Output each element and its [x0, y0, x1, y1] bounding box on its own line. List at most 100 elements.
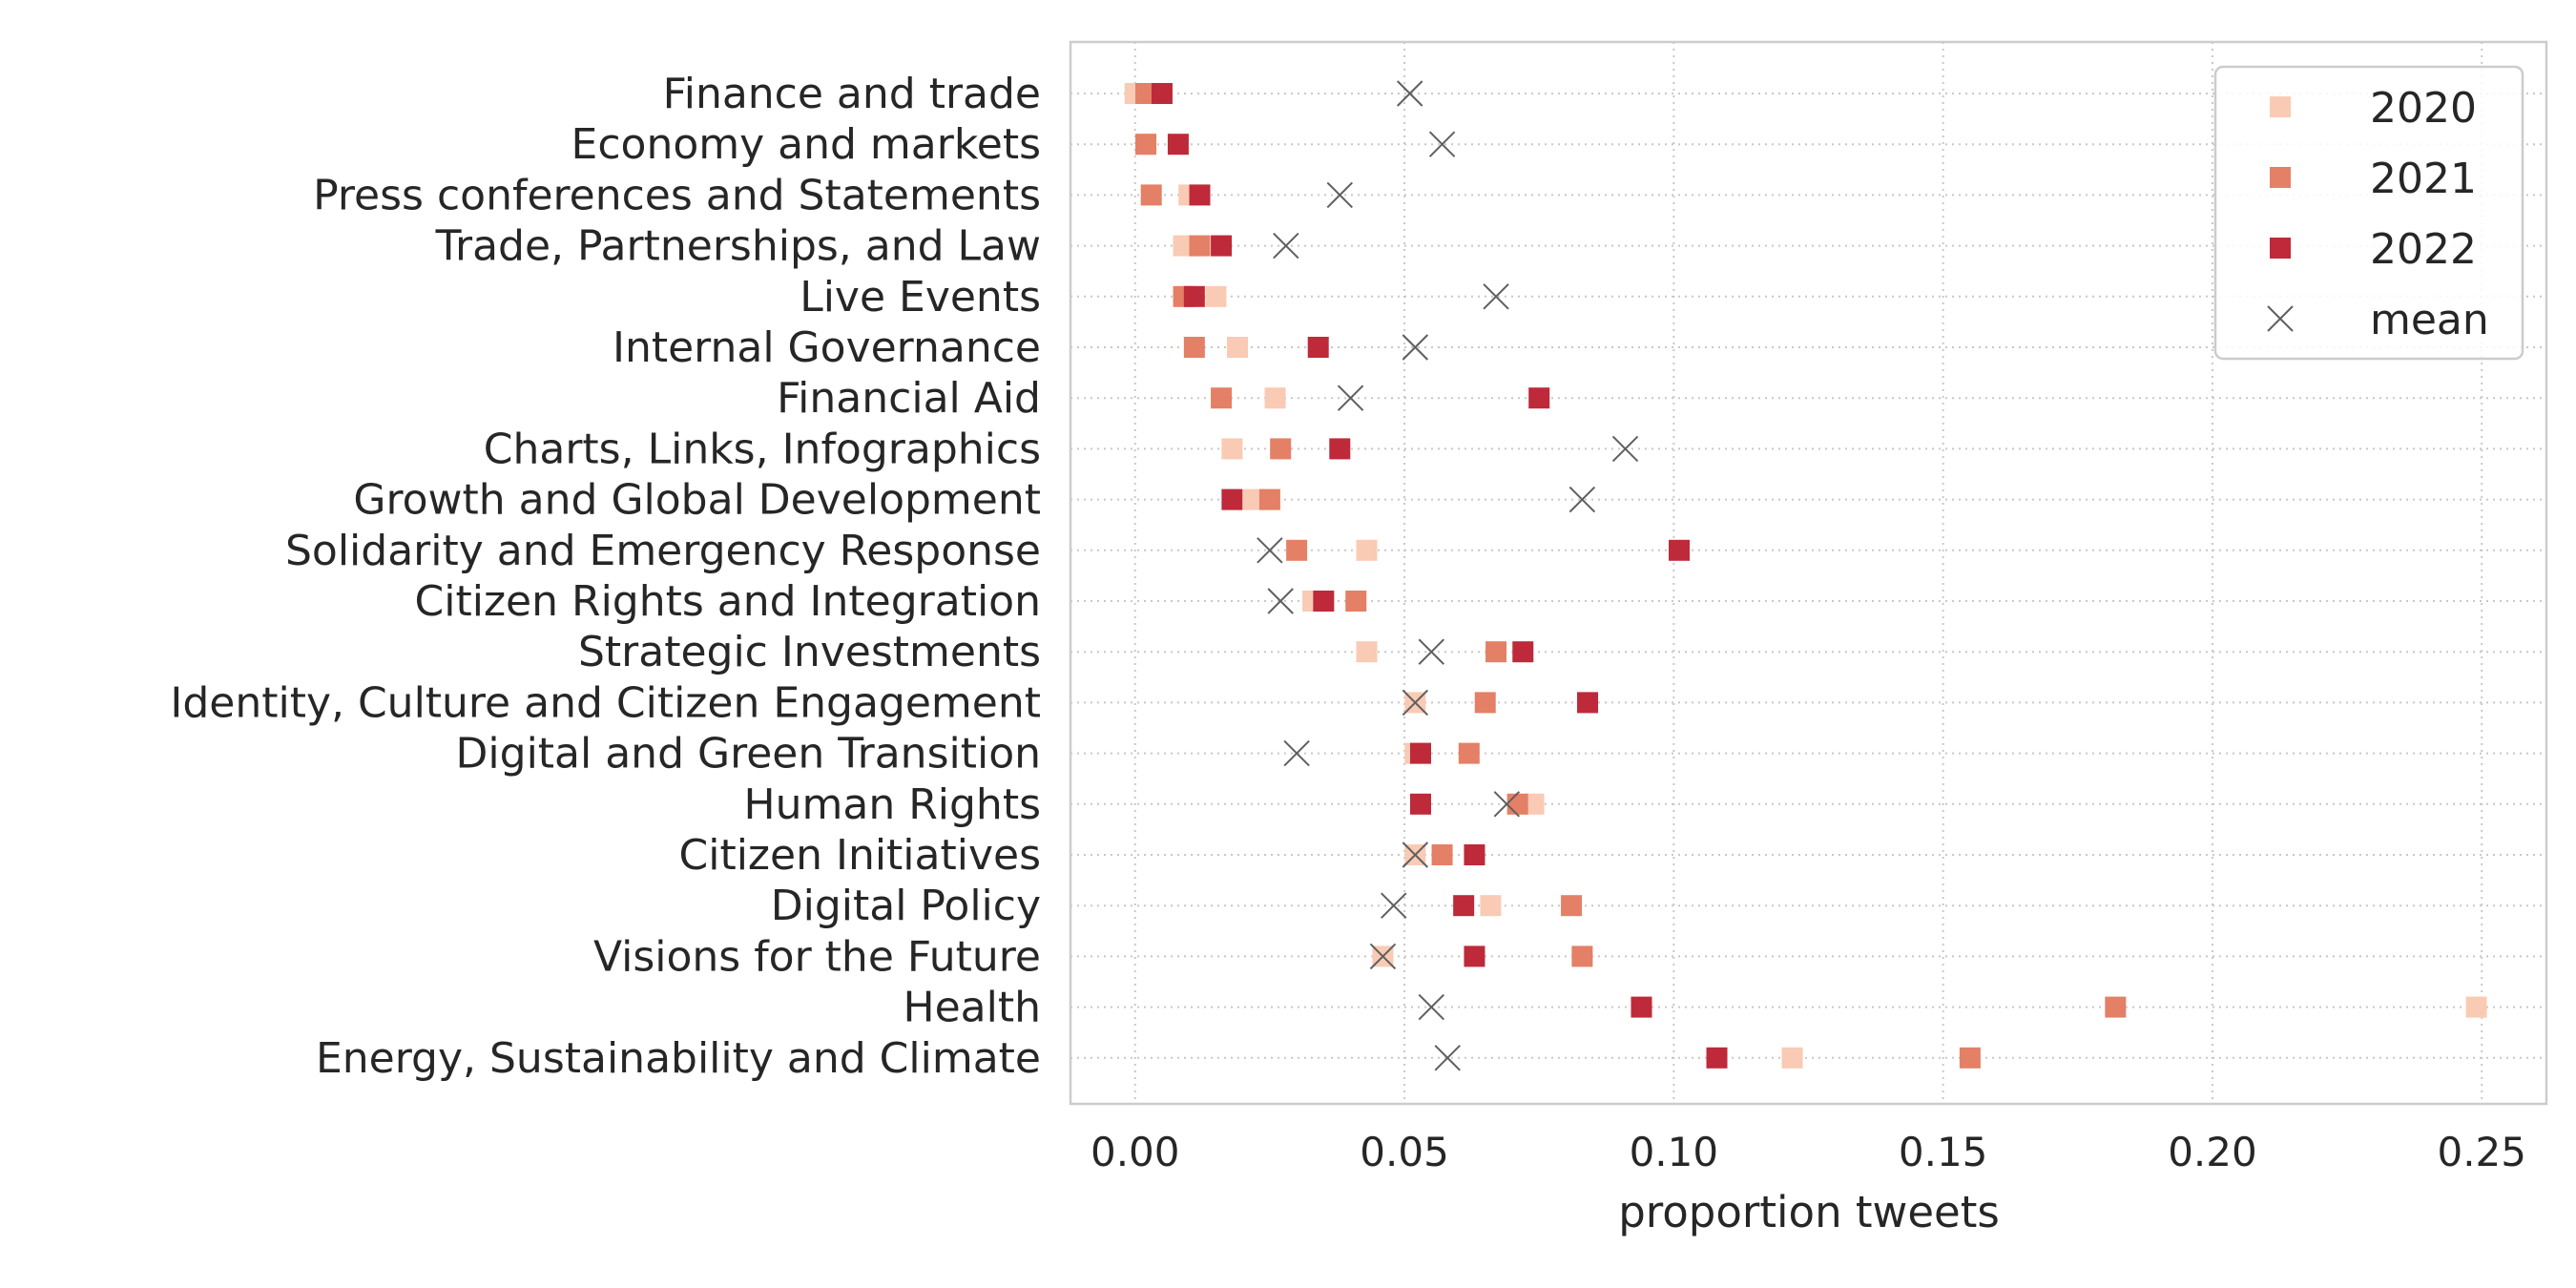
mean-marker: [1402, 689, 1429, 717]
mean-marker: [1283, 739, 1310, 767]
x-tick-label: 0.20: [2168, 1129, 2257, 1175]
point-2022: [1528, 387, 1550, 409]
category-label: Citizen Initiatives: [679, 831, 1042, 880]
mean-marker: [1428, 131, 1456, 157]
point-2022: [1183, 285, 1205, 307]
point-2021: [1959, 1047, 1981, 1069]
point-2022: [1313, 591, 1335, 612]
point-2020: [1781, 1047, 1803, 1069]
point-2020: [1264, 387, 1286, 409]
category-label: Human Rights: [744, 780, 1041, 829]
mean-marker: [1402, 841, 1429, 868]
category-label: Economy and markets: [571, 120, 1041, 169]
mean-marker: [1418, 993, 1444, 1021]
category-label: Health: [904, 984, 1041, 1032]
category-label: Internal Governance: [613, 323, 1041, 372]
point-2022: [1167, 134, 1189, 156]
point-2021: [1211, 387, 1233, 409]
mean-marker: [1257, 537, 1283, 564]
point-2022: [1706, 1047, 1728, 1069]
legend-label: mean: [2370, 296, 2489, 344]
point-2022: [1668, 539, 1690, 561]
legend-swatch-mean: [2267, 305, 2294, 332]
x-axis-ticks: 0.00 0.05 0.10 0.15 0.20 0.25: [1091, 1129, 2526, 1175]
point-2021: [1458, 742, 1480, 764]
x-tick-label: 0.05: [1360, 1129, 1449, 1175]
category-label: Solidarity and Emergency Response: [285, 527, 1041, 575]
x-tick-label: 0.15: [1899, 1129, 1988, 1175]
mean-marker: [1418, 638, 1444, 665]
point-2020: [1242, 488, 1264, 510]
point-2020: [1480, 895, 1502, 917]
category-label: Press conferences and Statements: [313, 171, 1041, 219]
point-2022: [1464, 945, 1485, 967]
legend-swatch-2021: [2270, 167, 2291, 188]
point-2021: [1140, 184, 1162, 206]
point-2022: [1631, 996, 1652, 1018]
legend-label: 2022: [2370, 225, 2477, 274]
point-2020: [1356, 539, 1378, 561]
x-tick-label: 0.00: [1091, 1129, 1180, 1175]
point-2021: [1474, 692, 1496, 714]
category-label: Energy, Sustainability and Climate: [316, 1034, 1041, 1083]
point-2022: [1409, 793, 1431, 815]
point-2021: [1270, 438, 1292, 460]
legend-swatch-2020: [2270, 96, 2291, 117]
mean-marker: [1434, 1045, 1461, 1071]
point-2021: [1485, 641, 1507, 663]
mean-marker: [1568, 486, 1596, 513]
x-tick-label: 0.25: [2437, 1129, 2526, 1175]
category-label: Citizen Rights and Integration: [415, 577, 1041, 626]
category-label: Financial Aid: [777, 374, 1041, 423]
mean-marker: [1273, 232, 1299, 260]
point-2022: [1151, 83, 1173, 104]
legend: 2020 2021 2022 mean: [2213, 65, 2524, 361]
category-label: Digital and Green Transition: [456, 730, 1041, 779]
mean-marker: [1493, 791, 1521, 818]
point-2020: [1356, 641, 1378, 663]
mean-marker: [1326, 181, 1354, 209]
legend-box: [2213, 65, 2524, 361]
category-label: Strategic Investments: [578, 628, 1041, 676]
category-label: Trade, Partnerships, and Law: [435, 222, 1041, 271]
point-2022: [1211, 235, 1233, 257]
category-label: Visions for the Future: [593, 932, 1041, 981]
mean-marker: [1402, 334, 1429, 361]
point-2022: [1453, 895, 1475, 917]
mean-marker: [1396, 80, 1423, 107]
mean-marker: [1381, 892, 1407, 919]
legend-label: 2021: [2370, 155, 2477, 203]
legend-swatch-2022: [2270, 238, 2291, 259]
point-2021: [1561, 895, 1583, 917]
category-label: Finance and trade: [663, 70, 1041, 118]
point-2022: [1512, 641, 1534, 663]
point-2022: [1189, 184, 1211, 206]
point-2021: [1183, 337, 1205, 358]
mean-marker: [1611, 435, 1639, 463]
point-2021: [1286, 539, 1308, 561]
point-2020: [1523, 793, 1545, 815]
category-label: Growth and Global Development: [353, 476, 1041, 525]
point-2021: [2105, 996, 2127, 1018]
mean-marker: [1337, 384, 1364, 411]
point-2021: [1135, 134, 1157, 156]
mean-marker: [1369, 943, 1397, 970]
x-axis-label: proportion tweets: [1618, 1187, 2000, 1237]
legend-label: 2020: [2370, 84, 2477, 133]
category-label: Digital Policy: [771, 882, 1041, 930]
point-2022: [1464, 844, 1485, 865]
point-2022: [1329, 438, 1351, 460]
category-label: Identity, Culture and Citizen Engagement: [170, 678, 1041, 727]
point-2021: [1345, 591, 1367, 612]
point-2022: [1409, 742, 1431, 764]
point-2020: [1173, 235, 1195, 257]
point-2021: [1571, 945, 1593, 967]
category-label: Charts, Links, Infographics: [484, 425, 1041, 473]
point-2022: [1307, 337, 1329, 358]
point-2020: [1221, 438, 1243, 460]
point-2020: [1227, 337, 1249, 358]
data-marks: [1124, 80, 2487, 1071]
mean-marker: [1483, 283, 1509, 310]
